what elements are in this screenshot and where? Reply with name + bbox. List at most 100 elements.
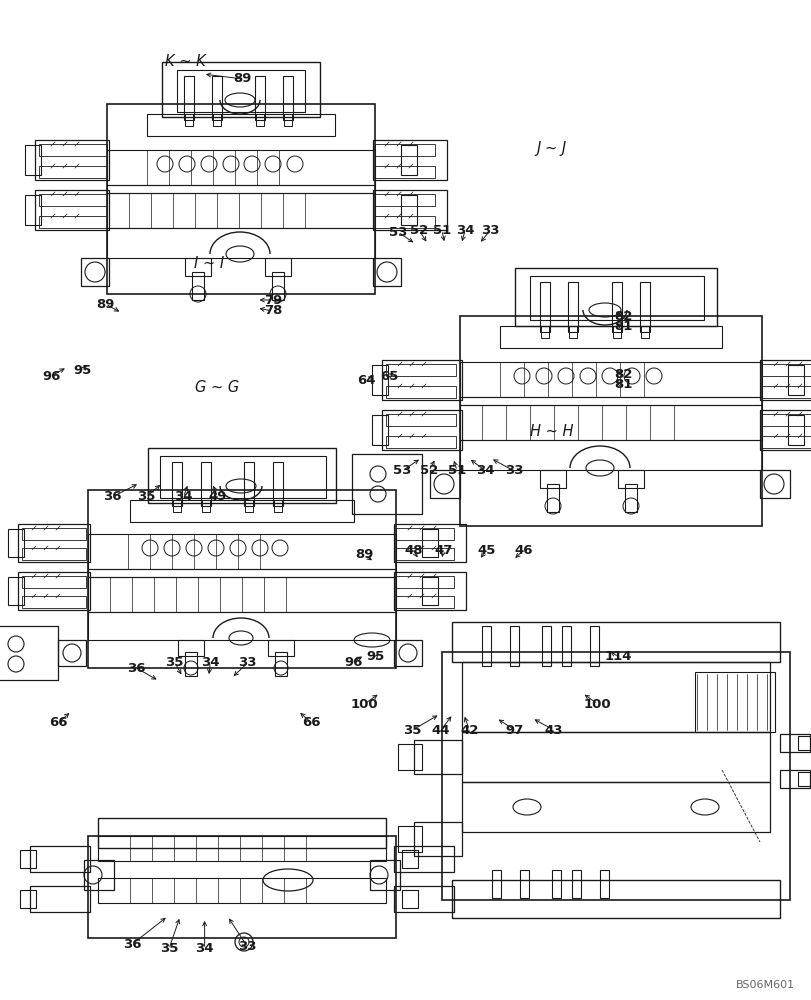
Bar	[397, 744, 422, 770]
Text: 34: 34	[201, 656, 219, 668]
Bar	[430, 470, 460, 498]
Bar	[539, 282, 549, 332]
Bar	[779, 734, 809, 752]
Bar	[107, 185, 375, 193]
Bar	[624, 484, 636, 512]
Bar	[98, 878, 385, 903]
Text: H ~ H: H ~ H	[530, 424, 573, 440]
Bar	[569, 326, 577, 338]
Text: 64: 64	[357, 374, 375, 387]
Text: 36: 36	[127, 662, 145, 674]
Bar	[414, 822, 461, 856]
Text: 53: 53	[388, 226, 406, 238]
Bar	[162, 62, 320, 117]
Bar	[422, 577, 437, 605]
Bar	[98, 818, 385, 848]
Bar	[98, 836, 385, 861]
Bar	[88, 534, 396, 569]
Bar	[275, 652, 286, 676]
Bar	[393, 886, 453, 912]
Bar	[500, 326, 721, 348]
Bar	[787, 365, 803, 395]
Bar	[20, 890, 36, 908]
Bar	[202, 500, 210, 512]
Bar	[375, 144, 435, 156]
Bar	[255, 76, 264, 120]
Text: 51: 51	[432, 224, 450, 236]
Bar	[8, 529, 24, 557]
Bar	[452, 880, 779, 918]
Text: 66: 66	[303, 716, 320, 730]
Bar	[422, 529, 437, 557]
Bar	[372, 190, 446, 230]
Bar	[22, 528, 86, 540]
Bar	[185, 652, 197, 676]
Text: I ~ I: I ~ I	[194, 256, 225, 271]
Bar	[611, 282, 621, 332]
Bar	[396, 548, 453, 560]
Bar	[35, 190, 109, 230]
Bar	[201, 462, 211, 506]
Bar	[375, 166, 435, 178]
Bar	[491, 870, 500, 898]
Text: 35: 35	[165, 656, 183, 668]
Text: 52: 52	[410, 224, 427, 236]
Text: 81: 81	[614, 378, 632, 391]
Text: 46: 46	[514, 544, 532, 556]
Text: 36: 36	[123, 938, 141, 950]
Bar	[39, 144, 107, 156]
Bar	[385, 386, 456, 398]
Bar	[84, 860, 114, 890]
Bar	[264, 258, 290, 276]
Bar	[372, 258, 401, 286]
Bar	[460, 405, 761, 440]
Bar	[25, 145, 41, 175]
Bar	[212, 114, 221, 126]
Bar	[396, 576, 453, 588]
Text: 33: 33	[238, 656, 256, 670]
Bar	[272, 272, 284, 300]
Bar	[514, 268, 716, 326]
Bar	[797, 736, 811, 750]
Bar	[372, 140, 446, 180]
Text: 89: 89	[355, 548, 373, 562]
Bar	[568, 282, 577, 332]
Bar	[787, 415, 803, 445]
Text: 34: 34	[174, 490, 192, 504]
Bar	[759, 410, 811, 450]
Bar	[39, 166, 107, 178]
Text: 114: 114	[604, 650, 632, 664]
Bar	[272, 462, 283, 506]
Bar	[184, 76, 194, 120]
Bar	[385, 414, 456, 426]
Bar	[255, 114, 264, 126]
Bar	[393, 846, 453, 872]
Text: 95: 95	[74, 363, 92, 376]
Bar	[18, 572, 90, 610]
Bar	[185, 114, 193, 126]
Bar	[396, 596, 453, 608]
Bar	[401, 890, 418, 908]
Bar	[185, 258, 211, 276]
Bar	[461, 662, 769, 732]
Bar	[461, 782, 769, 832]
Bar	[212, 76, 221, 120]
Bar	[761, 414, 811, 426]
Bar	[107, 193, 375, 228]
Bar	[639, 282, 649, 332]
Text: 48: 48	[404, 544, 422, 556]
Bar	[797, 772, 811, 786]
Bar	[414, 740, 461, 774]
Bar	[393, 572, 466, 610]
Bar	[612, 326, 620, 338]
Text: 82: 82	[614, 310, 632, 322]
Bar	[107, 104, 375, 294]
Text: 79: 79	[264, 294, 281, 306]
Text: 95: 95	[367, 650, 384, 664]
Bar	[375, 194, 435, 206]
Bar	[385, 364, 456, 376]
Bar	[8, 577, 24, 605]
Bar	[22, 548, 86, 560]
Bar	[88, 490, 396, 668]
Bar	[519, 870, 528, 898]
